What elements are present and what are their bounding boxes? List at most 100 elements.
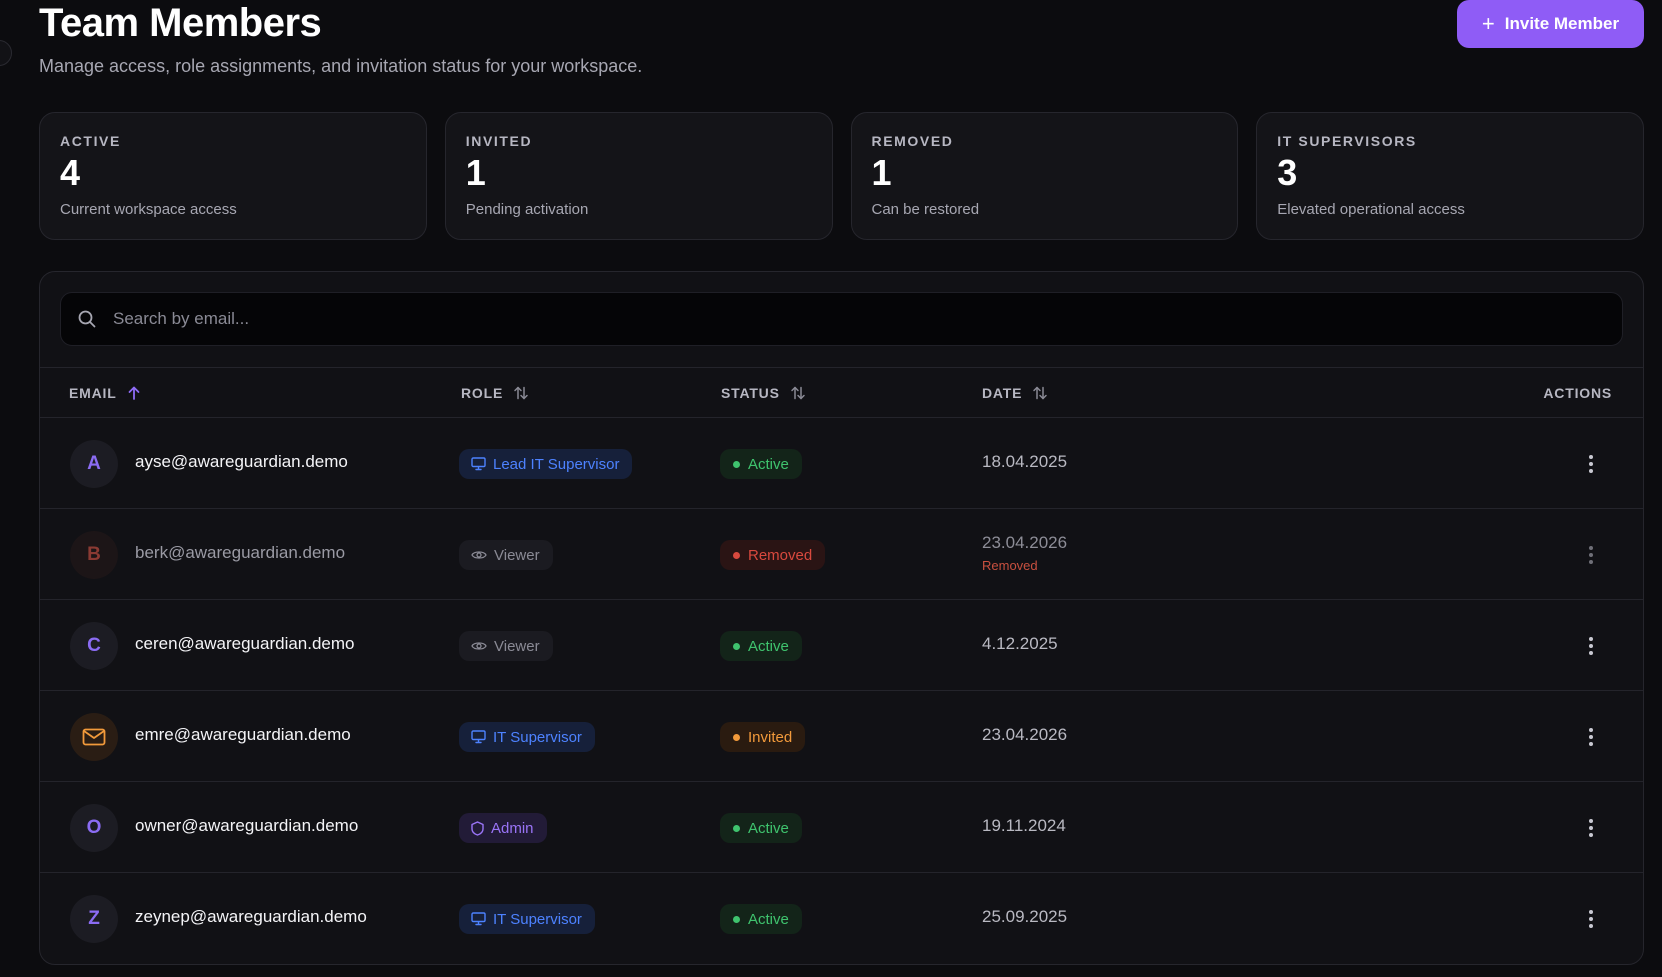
removed-note: Removed — [982, 558, 1038, 573]
table-row: Z zeynep@awareguardian.demo IT Superviso… — [40, 873, 1643, 964]
monitor-icon — [471, 730, 486, 744]
search-bar — [60, 292, 1623, 346]
role-badge: Viewer — [459, 631, 553, 661]
role-badge: Viewer — [459, 540, 553, 570]
row-actions-button[interactable] — [1581, 452, 1601, 476]
page-title: Team Members — [39, 1, 322, 45]
role-label: Viewer — [494, 546, 540, 564]
stat-desc: Current workspace access — [60, 201, 237, 218]
column-label: ROLE — [461, 384, 504, 401]
member-date: 18.04.2025 — [982, 452, 1068, 471]
stat-desc: Elevated operational access — [1277, 201, 1465, 218]
row-actions-button[interactable] — [1581, 907, 1601, 931]
column-label: ACTIONS — [1543, 384, 1612, 401]
search-icon — [78, 310, 96, 328]
sidebar-toggle[interactable] — [0, 40, 12, 66]
sort-icon — [1033, 386, 1048, 399]
stat-label: IT SUPERVISORS — [1277, 133, 1417, 149]
member-email: ayse@awareguardian.demo — [135, 452, 348, 471]
avatar: C — [70, 622, 118, 670]
stat-value: 4 — [60, 152, 81, 193]
more-vertical-icon — [1589, 910, 1593, 914]
member-date: 19.11.2024 — [982, 816, 1066, 835]
member-email: berk@awareguardian.demo — [135, 543, 346, 562]
status-badge: Invited — [720, 722, 806, 752]
status-badge: Active — [720, 813, 802, 843]
stat-card-it-supervisors: IT SUPERVISORS 3 Elevated operational ac… — [1256, 112, 1644, 240]
monitor-icon — [471, 457, 486, 471]
status-badge: Active — [720, 449, 802, 479]
table-row: C ceren@awareguardian.demo Viewer Active… — [40, 600, 1643, 691]
stat-value: 1 — [465, 152, 486, 193]
page-subtitle: Manage access, role assignments, and inv… — [39, 56, 643, 76]
plus-icon: + — [1481, 11, 1495, 36]
avatar: A — [70, 440, 118, 488]
row-actions-button[interactable] — [1581, 816, 1601, 840]
table-row: B berk@awareguardian.demo Viewer Removed… — [40, 509, 1643, 600]
more-vertical-icon — [1589, 455, 1593, 459]
row-actions-button[interactable] — [1581, 543, 1601, 567]
stat-label: ACTIVE — [60, 133, 121, 149]
member-email: owner@awareguardian.demo — [135, 816, 359, 835]
status-dot — [733, 733, 740, 741]
more-vertical-icon — [1589, 728, 1593, 732]
team-members-page: Team Members Manage access, role assignm… — [39, 0, 1644, 965]
actions-column-header: ACTIONS — [1543, 385, 1612, 401]
stat-desc: Pending activation — [465, 201, 589, 218]
status-column-header[interactable]: STATUS — [721, 385, 806, 401]
row-actions-button[interactable] — [1581, 725, 1601, 749]
role-label: Lead IT Supervisor — [493, 455, 620, 473]
role-badge: IT Supervisor — [459, 722, 595, 752]
sort-icon — [790, 386, 805, 399]
status-badge: Removed — [720, 540, 826, 570]
sort-icon — [514, 386, 528, 399]
table-row: O owner@awareguardian.demo Admin Active … — [40, 782, 1643, 873]
table-header: EMAIL ROLE STATUS — [40, 367, 1643, 418]
stat-desc: Can be restored — [871, 201, 980, 218]
column-label: STATUS — [721, 384, 780, 401]
email-column-header[interactable]: EMAIL — [69, 385, 141, 401]
status-badge: Active — [720, 631, 802, 661]
role-label: IT Supervisor — [493, 728, 582, 746]
eye-icon — [471, 642, 487, 650]
avatar — [70, 713, 118, 761]
role-badge: Admin — [459, 813, 547, 843]
avatar: O — [70, 804, 118, 852]
page-header: Team Members Manage access, role assignm… — [39, 0, 1644, 100]
member-date: 23.04.2026 — [982, 725, 1068, 744]
stat-card-invited: INVITED 1 Pending activation — [444, 112, 833, 240]
status-label: Invited — [748, 728, 793, 746]
shield-icon — [471, 820, 484, 836]
role-badge: IT Supervisor — [459, 904, 595, 934]
status-label: Active — [748, 819, 789, 837]
stat-value: 1 — [871, 152, 892, 193]
status-dot — [733, 460, 740, 468]
member-email: ceren@awareguardian.demo — [135, 634, 355, 653]
member-date: 23.04.2026 — [982, 533, 1068, 552]
status-label: Active — [748, 637, 789, 655]
invite-member-button[interactable]: + Invite Member — [1457, 0, 1644, 48]
status-dot — [733, 824, 740, 832]
avatar: Z — [70, 895, 118, 943]
status-dot — [733, 915, 740, 923]
eye-icon — [471, 551, 487, 559]
role-label: Viewer — [494, 637, 540, 655]
column-label: DATE — [982, 384, 1023, 401]
status-label: Removed — [748, 546, 813, 564]
role-label: Admin — [491, 819, 534, 837]
search-input[interactable] — [113, 309, 1622, 329]
member-date: 25.09.2025 — [982, 907, 1068, 926]
row-actions-button[interactable] — [1581, 634, 1601, 658]
role-label: IT Supervisor — [493, 910, 582, 928]
status-label: Active — [748, 910, 789, 928]
role-column-header[interactable]: ROLE — [461, 385, 529, 401]
member-date: 4.12.2025 — [982, 634, 1058, 653]
status-label: Active — [748, 455, 789, 473]
members-table-body: A ayse@awareguardian.demo Lead IT Superv… — [40, 418, 1643, 964]
date-column-header[interactable]: DATE — [982, 385, 1048, 401]
stat-card-active: ACTIVE 4 Current workspace access — [39, 112, 427, 240]
members-panel: EMAIL ROLE STATUS — [39, 271, 1644, 965]
role-badge: Lead IT Supervisor — [459, 449, 633, 479]
stat-card-removed: REMOVED 1 Can be restored — [850, 112, 1239, 240]
column-label: EMAIL — [69, 384, 117, 401]
